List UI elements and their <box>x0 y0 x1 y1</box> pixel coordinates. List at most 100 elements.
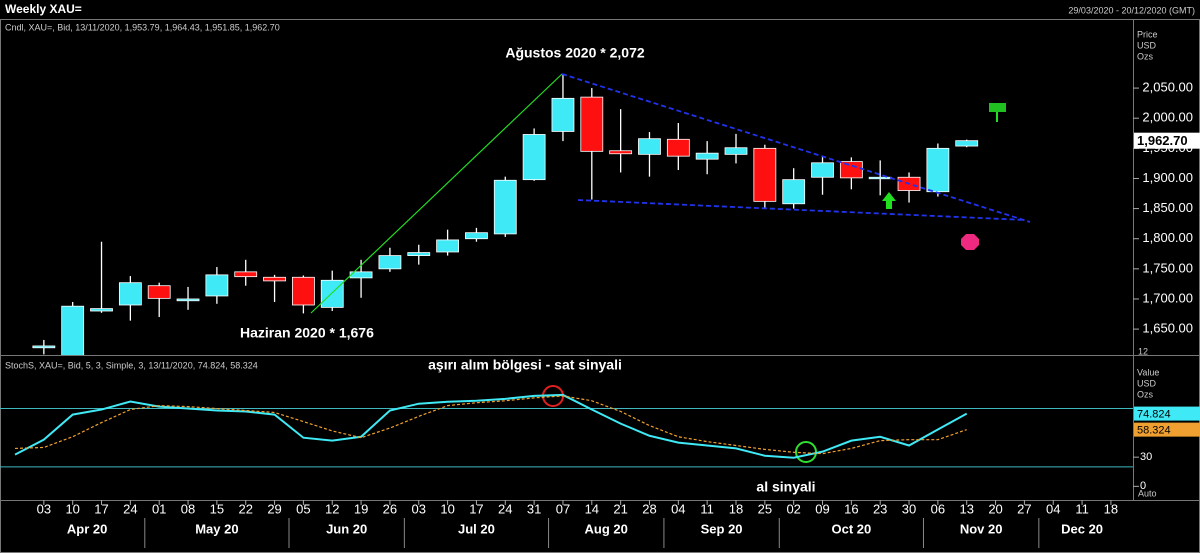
axis-label: Ozs <box>1137 51 1154 61</box>
x-tick-label: 20 <box>988 501 1002 516</box>
candle-body <box>61 305 85 355</box>
candle-body <box>811 162 834 178</box>
candle-body <box>695 152 719 160</box>
month-label: Sep 20 <box>701 521 743 536</box>
candle-body <box>291 276 315 306</box>
x-tick-label: 02 <box>786 501 800 516</box>
month-label: Dec 20 <box>1061 521 1103 536</box>
annotation: Ağustos 2020 * 2,072 <box>505 45 645 61</box>
axis-label: USD <box>1137 40 1157 50</box>
candle-body <box>580 96 604 152</box>
candle-body <box>926 147 950 193</box>
x-tick-label: 24 <box>123 501 137 516</box>
x-tick-label: 08 <box>181 501 195 516</box>
candle-body <box>522 134 546 181</box>
candle-body <box>955 140 979 147</box>
annotation: Haziran 2020 * 1,676 <box>240 325 374 341</box>
candle-body <box>205 274 229 297</box>
x-tick-label: 19 <box>354 501 368 516</box>
corner-label: 12 <box>1138 346 1148 356</box>
last-price-box <box>1134 132 1200 149</box>
month-label: Jun 20 <box>326 521 367 536</box>
x-tick-label: 29 <box>267 501 281 516</box>
stoch-legend: StochS, XAU=, Bid, 5, 3, Simple, 3, 13/1… <box>5 360 258 370</box>
last-value-label: 74.824 <box>1137 408 1171 420</box>
candle-body <box>724 147 748 155</box>
price-legend: Cndl, XAU=, Bid, 13/11/2020, 1,953.79, 1… <box>5 22 280 32</box>
x-tick-label: 10 <box>440 501 454 516</box>
corner-label: Auto <box>1138 488 1157 498</box>
candle-body <box>839 161 863 179</box>
last-value-box <box>1134 406 1200 421</box>
last-price-label: 1,962.70 <box>1137 133 1188 148</box>
candle-body <box>609 150 633 155</box>
x-tick-label: 26 <box>383 501 397 516</box>
price-plot <box>32 74 979 355</box>
x-tick-label: 15 <box>210 501 224 516</box>
candle-body <box>666 138 690 157</box>
y-tick-label: 1,750.00 <box>1142 260 1193 275</box>
x-tick-label: 06 <box>931 501 945 516</box>
month-label: May 20 <box>195 521 238 536</box>
y-tick-label: 1,650.00 <box>1142 321 1193 336</box>
candle-body <box>147 285 171 299</box>
x-tick-label: 24 <box>498 501 512 516</box>
stoch-line <box>14 393 968 459</box>
y-tick-label: 1,700.00 <box>1142 290 1193 305</box>
month-label: Jul 20 <box>458 521 495 536</box>
x-tick-label: 07 <box>556 501 570 516</box>
candle-body <box>753 147 777 202</box>
x-tick-label: 17 <box>469 501 483 516</box>
candle-body <box>118 282 142 306</box>
axis-label: USD <box>1137 378 1157 388</box>
candle-body <box>234 271 258 278</box>
x-tick-label: 14 <box>585 501 599 516</box>
month-label: Aug 20 <box>585 521 628 536</box>
x-tick-label: 09 <box>815 501 829 516</box>
candle-body <box>638 138 661 155</box>
x-tick-label: 30 <box>902 501 916 516</box>
y-tick-label: 2,050.00 <box>1142 80 1193 95</box>
candle-body <box>436 239 460 253</box>
candle-body <box>32 345 56 349</box>
x-tick-label: 28 <box>642 501 656 516</box>
candle-body <box>320 279 344 308</box>
y-tick-label: 2,000.00 <box>1142 110 1193 125</box>
x-tick-label: 10 <box>65 501 79 516</box>
x-tick-label: 25 <box>758 501 772 516</box>
y-tick-label: 0 <box>1140 480 1146 492</box>
x-tick-label: 01 <box>152 501 166 516</box>
y-tick-label: 1,900.00 <box>1142 170 1193 185</box>
month-label: Nov 20 <box>960 521 1003 536</box>
candle-body <box>407 252 431 256</box>
candle-body <box>551 97 575 132</box>
x-tick-label: 12 <box>325 501 339 516</box>
x-tick-label: 18 <box>729 501 743 516</box>
stoch-line <box>14 395 967 455</box>
y-tick-label: 1,850.00 <box>1142 200 1193 215</box>
y-tick-label: 30 <box>1140 451 1152 463</box>
last-value-label: 58.324 <box>1137 425 1171 437</box>
x-tick-label: 17 <box>94 501 108 516</box>
month-label: Apr 20 <box>67 521 107 536</box>
candle-body <box>90 308 113 312</box>
x-tick-label: 21 <box>613 501 627 516</box>
x-tick-label: 27 <box>1017 501 1031 516</box>
x-tick-label: 16 <box>844 501 858 516</box>
candle-body <box>868 176 892 180</box>
x-tick-label: 22 <box>238 501 252 516</box>
x-tick-label: 04 <box>1046 501 1060 516</box>
annotation: aşırı alım bölgesi - sat sinyali <box>428 357 622 373</box>
x-tick-label: 05 <box>296 501 310 516</box>
x-tick-label: 11 <box>700 501 714 516</box>
axis-label: Price <box>1137 29 1158 39</box>
candle-body <box>782 179 806 205</box>
candle-body <box>176 298 200 302</box>
candle-body <box>263 276 286 282</box>
candle-body <box>493 179 517 235</box>
candle-body <box>349 271 373 279</box>
axis-label: Ozs <box>1137 389 1154 399</box>
last-value-box <box>1134 422 1200 437</box>
x-tick-label: 18 <box>1104 501 1118 516</box>
month-label: Oct 20 <box>831 521 871 536</box>
